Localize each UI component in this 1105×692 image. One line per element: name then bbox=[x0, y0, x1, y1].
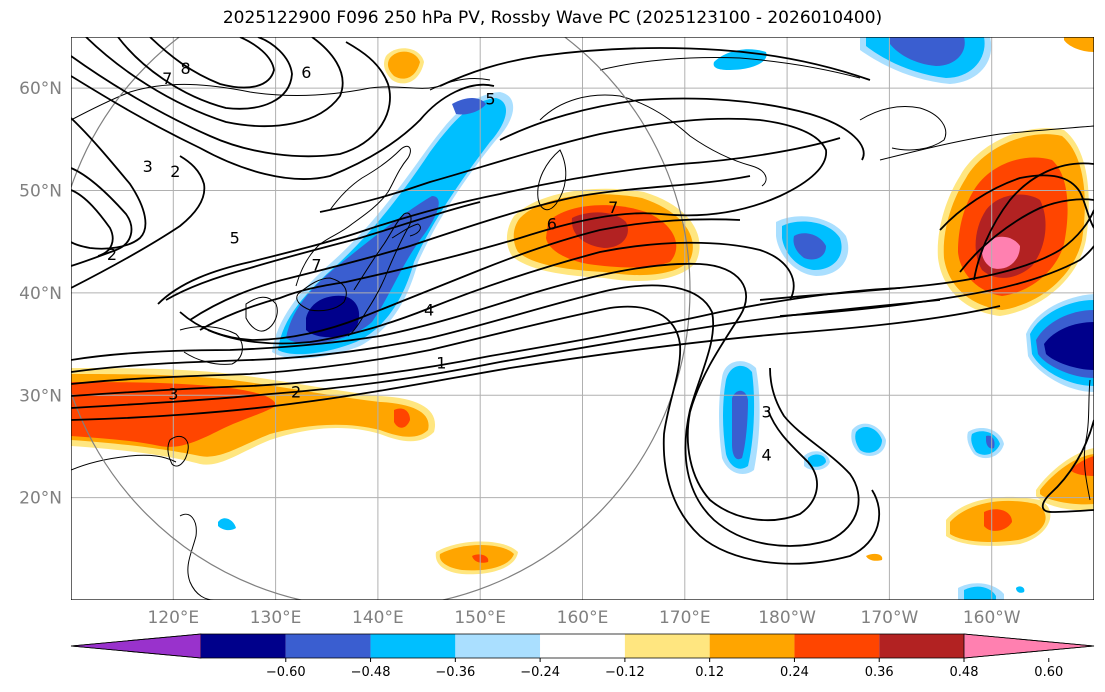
colorbar-label: −0.12 bbox=[605, 665, 645, 680]
contour-label: 5 bbox=[485, 90, 495, 109]
contour-label: 3 bbox=[168, 384, 178, 403]
colorbar-segment bbox=[624, 634, 710, 658]
colorbar-label: −0.60 bbox=[266, 665, 306, 680]
lon-tick-label: 120°E bbox=[147, 608, 199, 628]
colorbar-label: −0.24 bbox=[520, 665, 560, 680]
contour-label: 3 bbox=[762, 403, 772, 422]
contour-label: 2 bbox=[107, 245, 117, 264]
lat-tick-label: 20°N bbox=[19, 489, 62, 509]
contour-label: 2 bbox=[170, 162, 180, 181]
neg-anomaly-japan-core bbox=[306, 295, 360, 338]
lat-tick-label: 50°N bbox=[19, 182, 62, 202]
colorbar-segment bbox=[709, 634, 795, 658]
colorbar-segment bbox=[285, 634, 371, 658]
colorbar: −0.60 −0.48 −0.36 −0.24 −0.12 0.12 0.24 0.36 0.4… bbox=[70, 633, 1095, 680]
contour-7 bbox=[199, 117, 827, 331]
contour-label: 7 bbox=[162, 69, 172, 88]
contour-label: 1 bbox=[436, 354, 446, 373]
contour-label: 8 bbox=[180, 59, 190, 78]
lat-tick-label: 40°N bbox=[19, 284, 62, 304]
colorbar-segment bbox=[455, 634, 541, 658]
latitude-labels: 60°N 50°N 40°N 30°N 20°N bbox=[19, 79, 62, 508]
contour-label: 4 bbox=[762, 446, 772, 465]
pv-contours bbox=[71, 37, 1094, 565]
lon-tick-label: 150°E bbox=[454, 608, 506, 628]
colorbar-label: 0.36 bbox=[865, 665, 894, 680]
colorbar-segment bbox=[201, 634, 286, 658]
colorbar-label: −0.48 bbox=[351, 665, 391, 680]
colorbar-label: −0.36 bbox=[435, 665, 475, 680]
lon-tick-label: 170°W bbox=[861, 608, 919, 628]
colorbar-label: 0.48 bbox=[950, 665, 979, 680]
colorbar-extend-low bbox=[70, 633, 202, 659]
colorbar-segment bbox=[370, 634, 456, 658]
longitude-labels: 120°E 130°E 140°E 150°E 160°E 170°E 180°W 170°W… bbox=[147, 608, 1020, 628]
lat-tick-label: 30°N bbox=[19, 386, 62, 406]
contour-label: 7 bbox=[608, 198, 618, 217]
colorbar-label: 0.60 bbox=[1034, 665, 1063, 680]
colorbar-label: 0.12 bbox=[695, 665, 724, 680]
lat-tick-label: 60°N bbox=[19, 79, 62, 99]
pv-anomaly-shading bbox=[71, 37, 1094, 600]
lon-tick-label: 140°E bbox=[352, 608, 404, 628]
contour-label: 4 bbox=[424, 300, 434, 319]
contour-label: 5 bbox=[230, 229, 240, 248]
lon-tick-label: 130°E bbox=[250, 608, 302, 628]
colorbar-segment bbox=[879, 634, 964, 658]
contour-label: 7 bbox=[311, 255, 321, 274]
colorbar-extend-high bbox=[963, 633, 1095, 659]
contour-label: 6 bbox=[547, 214, 557, 233]
colorbar-segment bbox=[540, 634, 625, 658]
contour-label: 6 bbox=[301, 63, 311, 82]
lon-tick-label: 180°W bbox=[758, 608, 816, 628]
lon-tick-label: 170°E bbox=[659, 608, 711, 628]
contour-label: 3 bbox=[143, 157, 153, 176]
colorbar-label: 0.24 bbox=[780, 665, 809, 680]
colorbar-outline bbox=[70, 633, 1095, 659]
great-circle bbox=[71, 37, 691, 600]
contour-label: 2 bbox=[291, 382, 301, 401]
graticule bbox=[71, 37, 1094, 600]
lon-tick-label: 160°E bbox=[557, 608, 609, 628]
figure-title: 2025122900 F096 250 hPa PV, Rossby Wave … bbox=[222, 8, 883, 28]
lon-tick-label: 160°W bbox=[963, 608, 1021, 628]
colorbar-segment bbox=[794, 634, 880, 658]
